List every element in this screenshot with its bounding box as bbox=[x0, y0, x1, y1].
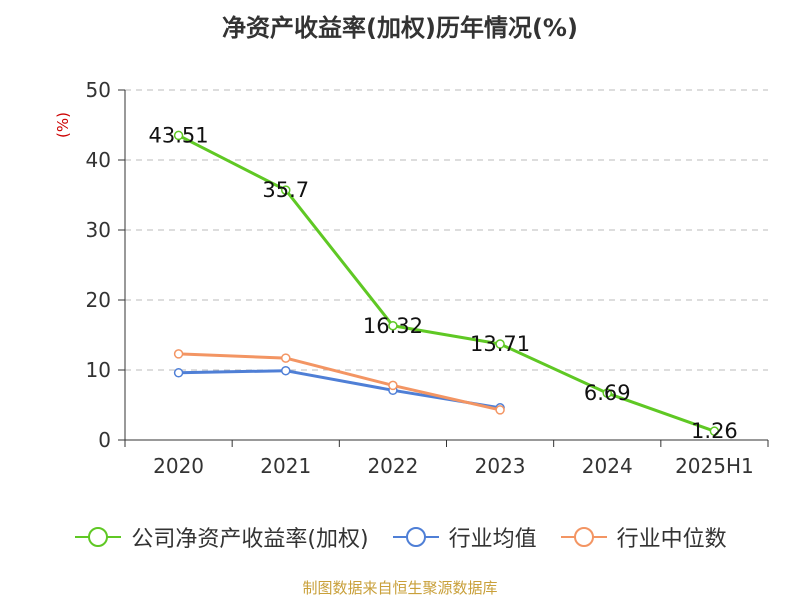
series-layer bbox=[173, 130, 720, 436]
axes: 0 10 20 30 40 50 2020 2021 2022 2023 2024 2025H1 bbox=[86, 78, 769, 478]
data-point[interactable] bbox=[281, 185, 291, 195]
legend-label: 行业均值 bbox=[448, 527, 537, 552]
legend-label: 行业中位数 bbox=[616, 527, 727, 552]
x-tick-label: 2022 bbox=[367, 454, 418, 478]
data-point[interactable] bbox=[173, 130, 184, 141]
legend-line-circle-icon bbox=[392, 527, 439, 547]
data-label: 6.69 bbox=[584, 381, 631, 405]
x-tick-label: 2023 bbox=[475, 454, 526, 478]
y-tick-label: 50 bbox=[86, 78, 111, 102]
data-point[interactable] bbox=[602, 388, 612, 398]
data-point[interactable] bbox=[709, 426, 720, 436]
data-label: 35.7 bbox=[262, 178, 309, 202]
data-label: 43.51 bbox=[149, 123, 209, 147]
data-label: 13.71 bbox=[470, 332, 530, 356]
series-line bbox=[177, 134, 715, 433]
x-tick-label: 2021 bbox=[260, 454, 311, 478]
legend-item[interactable]: 公司净资产收益率(加权) bbox=[73, 521, 369, 553]
grid-lines bbox=[125, 89, 768, 371]
series-line bbox=[178, 369, 501, 410]
data-label: 16.32 bbox=[363, 314, 423, 338]
chart-title: 净资产收益率(加权)历年情况(%) bbox=[222, 14, 578, 42]
legend: 公司净资产收益率(加权) 行业均值 行业中位数 bbox=[0, 520, 800, 554]
y-tick-label: 10 bbox=[86, 358, 111, 382]
legend-item[interactable]: 行业中位数 bbox=[559, 521, 727, 553]
legend-item[interactable]: 行业均值 bbox=[391, 521, 537, 553]
data-labels: 43.51 35.7 16.32 13.71 6.69 1.26 bbox=[149, 123, 738, 443]
legend-line-circle-icon bbox=[75, 527, 122, 547]
y-axis-label: (%) bbox=[54, 112, 72, 138]
data-point[interactable] bbox=[173, 349, 184, 359]
legend-line-circle-icon bbox=[560, 527, 607, 547]
line-chart: 0 10 20 30 40 50 2020 2021 2022 2023 2024 2025H1 (%… bbox=[54, 78, 769, 478]
legend-circle bbox=[573, 527, 594, 547]
data-point[interactable] bbox=[388, 321, 398, 331]
x-tick-label: 2024 bbox=[582, 454, 633, 478]
y-tick-label: 20 bbox=[86, 288, 111, 312]
y-tick-label: 40 bbox=[86, 148, 111, 172]
legend-circle bbox=[405, 527, 426, 547]
x-tick-label: 2020 bbox=[153, 454, 204, 478]
data-label: 1.26 bbox=[691, 419, 738, 443]
y-tick-label: 30 bbox=[86, 218, 111, 242]
y-tick-label: 0 bbox=[98, 428, 111, 452]
source-note: 制图数据来自恒生聚源数据库 bbox=[302, 579, 498, 597]
data-point[interactable] bbox=[495, 339, 505, 349]
legend-label: 公司净资产收益率(加权) bbox=[131, 527, 369, 552]
data-point[interactable] bbox=[281, 365, 291, 376]
data-point[interactable] bbox=[173, 368, 184, 378]
legend-circle bbox=[88, 527, 109, 547]
data-point[interactable] bbox=[388, 380, 398, 391]
data-point[interactable] bbox=[281, 353, 291, 363]
x-tick-label: 2025H1 bbox=[675, 454, 754, 478]
data-point[interactable] bbox=[495, 405, 505, 415]
series-line bbox=[178, 352, 501, 412]
